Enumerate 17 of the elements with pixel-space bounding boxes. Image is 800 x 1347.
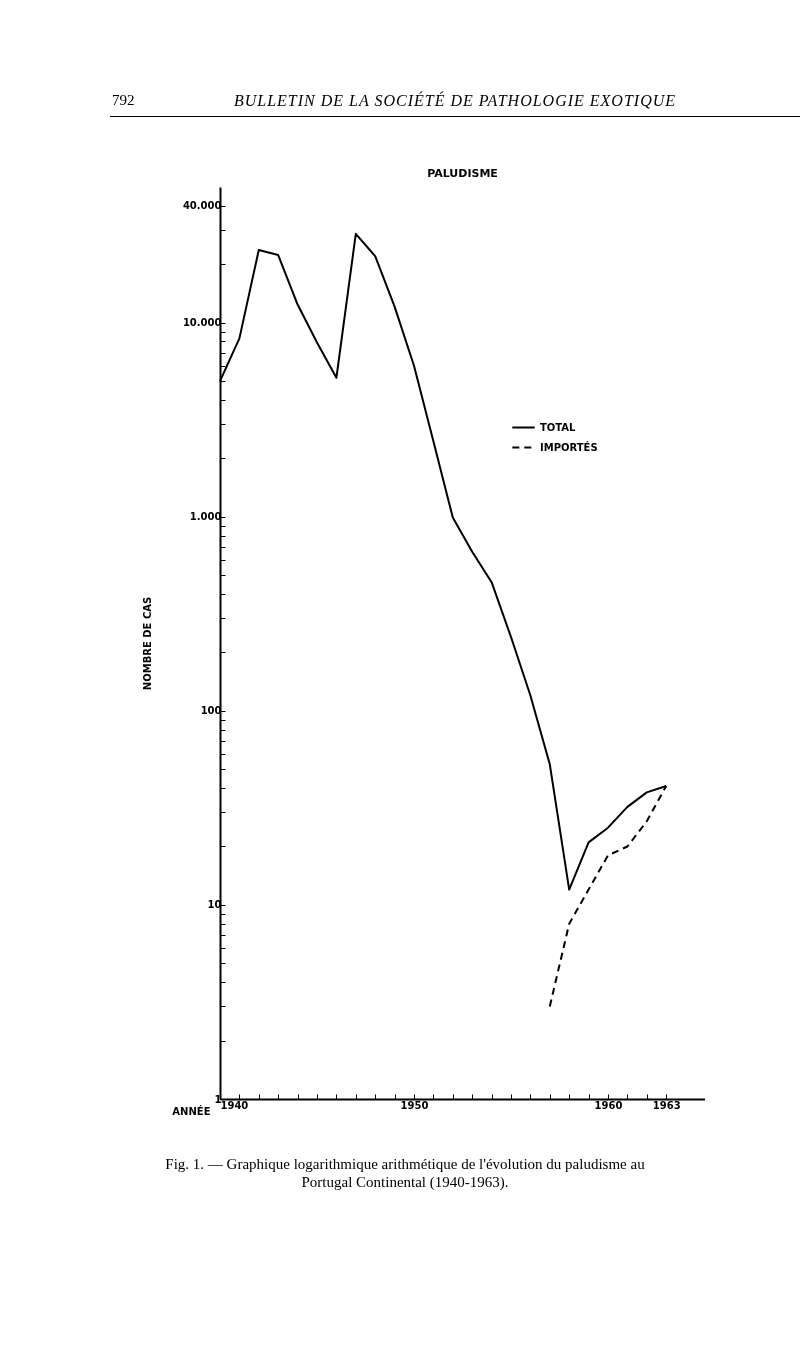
x-tick-label: 1940 xyxy=(220,1099,249,1111)
text: BULLETIN DE LA SOCIÉTÉ DE PATHOLOGIE EXOTIQUE xyxy=(233,92,677,109)
x-tick-label: 1950 xyxy=(400,1099,429,1111)
y-tick-label: 100 xyxy=(200,705,222,717)
y-tick-label: 1.000 xyxy=(189,511,222,523)
x-tick-label: 1960 xyxy=(594,1099,623,1111)
y-tick-label: 40.000 xyxy=(182,200,222,212)
caption: Fig. 1. — Graphique logarithmique arithmétique de l'évolution du paludisme au Portugal Continental (1940-1963). xyxy=(164,1155,646,1191)
y-tick-label: 10.000 xyxy=(182,317,222,329)
legend-label: IMPORTÉS xyxy=(540,440,598,453)
legend-label: TOTAL xyxy=(540,421,577,433)
text: 792 xyxy=(112,92,135,109)
chart-title: PALUDISME xyxy=(427,167,498,180)
x-axis-title: ANNÉE xyxy=(172,1104,211,1117)
y-axis-title: NOMBRE DE CAS xyxy=(141,596,153,691)
x-tick-label: 1963 xyxy=(652,1099,681,1111)
y-tick-label: 1 xyxy=(214,1093,222,1105)
